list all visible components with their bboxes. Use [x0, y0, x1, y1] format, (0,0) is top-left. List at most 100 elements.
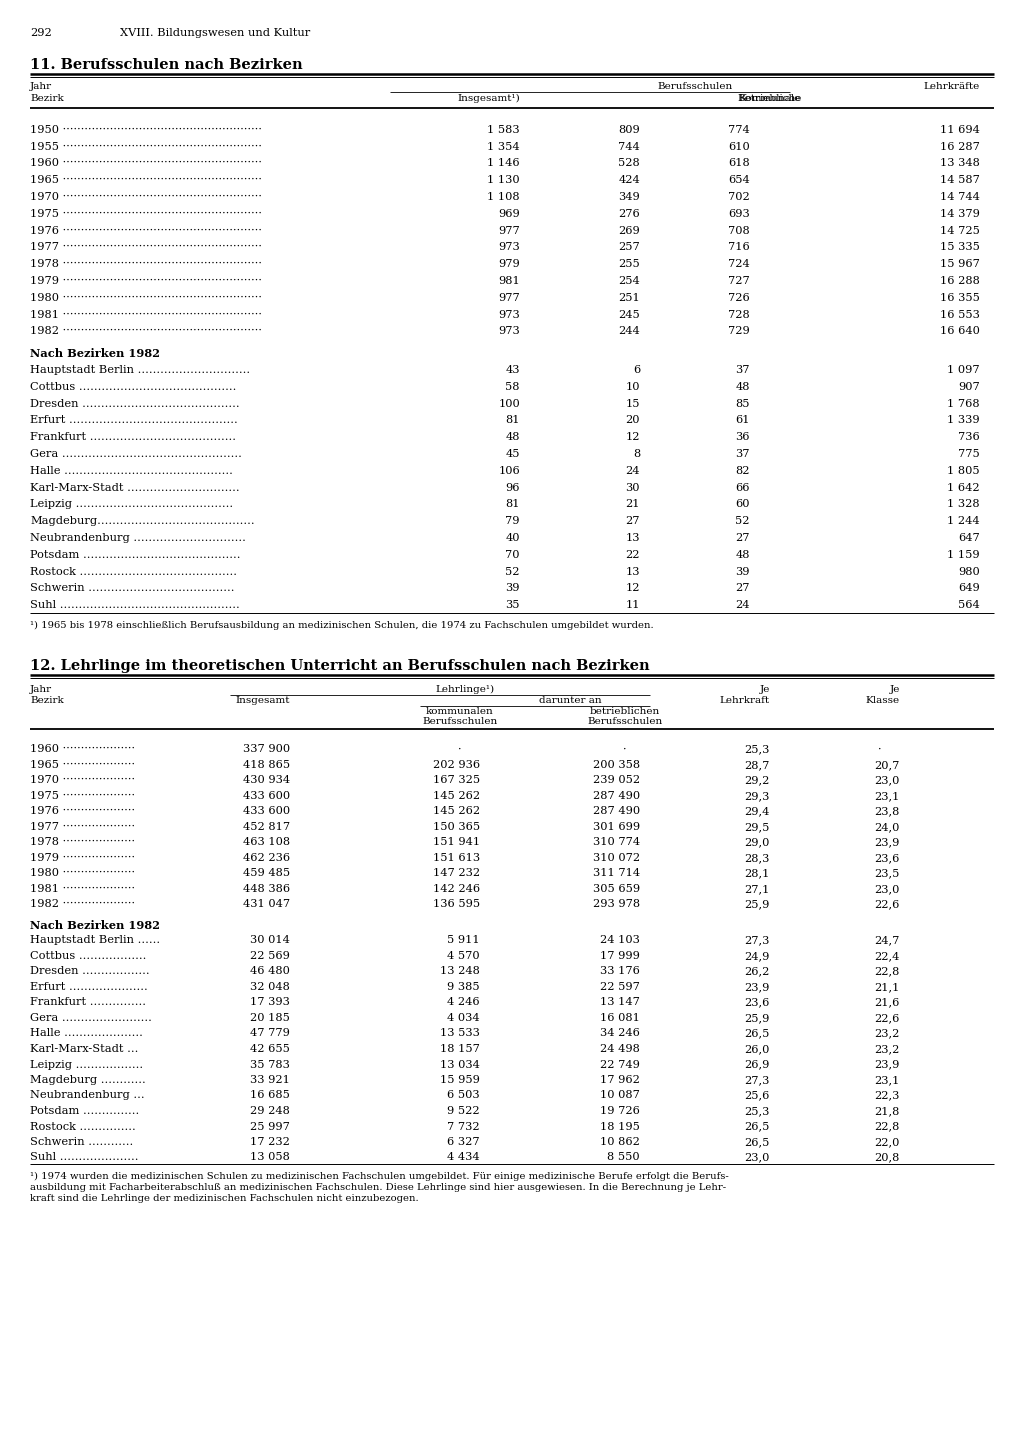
- Text: 17 999: 17 999: [600, 952, 640, 960]
- Text: 4 570: 4 570: [447, 952, 480, 960]
- Text: 17 393: 17 393: [250, 998, 290, 1008]
- Text: Klasse: Klasse: [866, 696, 900, 705]
- Text: 12: 12: [626, 584, 640, 594]
- Text: 12: 12: [626, 433, 640, 443]
- Text: 24,9: 24,9: [744, 952, 770, 960]
- Text: Cottbus ………………: Cottbus ………………: [30, 952, 146, 960]
- Text: 16 685: 16 685: [250, 1090, 290, 1100]
- Text: 26,9: 26,9: [744, 1060, 770, 1070]
- Text: 1 244: 1 244: [947, 516, 980, 526]
- Text: Hauptstadt Berlin …………………………: Hauptstadt Berlin …………………………: [30, 365, 250, 375]
- Text: 4 034: 4 034: [447, 1012, 480, 1022]
- Text: 47 779: 47 779: [250, 1028, 290, 1038]
- Text: Kommunale: Kommunale: [739, 94, 801, 102]
- Text: Frankfurt ……………: Frankfurt ……………: [30, 998, 146, 1008]
- Text: Rostock ……………………………………: Rostock ……………………………………: [30, 567, 237, 577]
- Text: 46 480: 46 480: [250, 966, 290, 976]
- Text: Bezirk: Bezirk: [30, 94, 63, 102]
- Text: 22 749: 22 749: [600, 1060, 640, 1070]
- Text: 18 157: 18 157: [440, 1044, 480, 1054]
- Text: darunter an: darunter an: [539, 696, 601, 705]
- Text: 16 288: 16 288: [940, 275, 980, 286]
- Text: 1 328: 1 328: [947, 499, 980, 509]
- Text: 22,6: 22,6: [874, 900, 900, 910]
- Text: 36: 36: [735, 433, 750, 443]
- Text: 17 232: 17 232: [250, 1136, 290, 1146]
- Text: 1978 ·······················································: 1978 ···································…: [30, 260, 262, 270]
- Text: 22: 22: [626, 549, 640, 559]
- Text: 16 355: 16 355: [940, 293, 980, 303]
- Text: 48: 48: [506, 433, 520, 443]
- Text: 23,8: 23,8: [874, 806, 900, 816]
- Text: 23,2: 23,2: [874, 1044, 900, 1054]
- Text: 24 103: 24 103: [600, 936, 640, 946]
- Text: Lehrkräfte: Lehrkräfte: [924, 82, 980, 91]
- Text: 647: 647: [958, 534, 980, 544]
- Text: 1965 ·······················································: 1965 ···································…: [30, 174, 262, 185]
- Text: 452 817: 452 817: [243, 822, 290, 832]
- Text: 649: 649: [958, 584, 980, 594]
- Text: 430 934: 430 934: [243, 776, 290, 786]
- Text: Insgesamt: Insgesamt: [236, 696, 290, 705]
- Text: Bezirk: Bezirk: [30, 696, 63, 705]
- Text: 716: 716: [728, 242, 750, 252]
- Text: 147 232: 147 232: [433, 868, 480, 878]
- Text: 16 553: 16 553: [940, 310, 980, 320]
- Text: 13: 13: [626, 534, 640, 544]
- Text: 26,5: 26,5: [744, 1028, 770, 1038]
- Text: 433 600: 433 600: [243, 792, 290, 800]
- Text: 27: 27: [735, 534, 750, 544]
- Text: 79: 79: [506, 516, 520, 526]
- Text: 29,0: 29,0: [744, 838, 770, 848]
- Text: 21: 21: [626, 499, 640, 509]
- Text: 34 246: 34 246: [600, 1028, 640, 1038]
- Text: 433 600: 433 600: [243, 806, 290, 816]
- Text: 15: 15: [626, 398, 640, 408]
- Text: 85: 85: [735, 398, 750, 408]
- Text: 52: 52: [506, 567, 520, 577]
- Text: Berufsschulen: Berufsschulen: [657, 82, 732, 91]
- Text: 21,6: 21,6: [874, 998, 900, 1008]
- Text: 12. Lehrlinge im theoretischen Unterricht an Berufsschulen nach Bezirken: 12. Lehrlinge im theoretischen Unterrich…: [30, 659, 649, 673]
- Text: 1978 ····················: 1978 ····················: [30, 838, 135, 848]
- Text: 981: 981: [499, 275, 520, 286]
- Text: Rostock ……………: Rostock ……………: [30, 1122, 136, 1132]
- Text: 1970 ·······················································: 1970 ···································…: [30, 192, 262, 202]
- Text: 18 195: 18 195: [600, 1122, 640, 1132]
- Text: 81: 81: [506, 499, 520, 509]
- Text: 25,6: 25,6: [744, 1090, 770, 1100]
- Text: 60: 60: [735, 499, 750, 509]
- Text: 1 159: 1 159: [947, 549, 980, 559]
- Text: 1980 ····················: 1980 ····················: [30, 868, 135, 878]
- Text: Lehrkraft: Lehrkraft: [720, 696, 770, 705]
- Text: 25,3: 25,3: [744, 744, 770, 754]
- Text: 23,6: 23,6: [744, 998, 770, 1008]
- Text: 736: 736: [958, 433, 980, 443]
- Text: 29,4: 29,4: [744, 806, 770, 816]
- Text: 33 176: 33 176: [600, 966, 640, 976]
- Text: Berufsschulen: Berufsschulen: [422, 717, 498, 725]
- Text: XVIII. Bildungswesen und Kultur: XVIII. Bildungswesen und Kultur: [120, 27, 310, 37]
- Text: 48: 48: [735, 549, 750, 559]
- Text: 23,0: 23,0: [744, 1152, 770, 1162]
- Text: 463 108: 463 108: [243, 838, 290, 848]
- Text: 200 358: 200 358: [593, 760, 640, 770]
- Text: 1975 ····················: 1975 ····················: [30, 792, 135, 800]
- Text: ·: ·: [458, 744, 462, 754]
- Text: Cottbus ……………………………………: Cottbus ……………………………………: [30, 382, 237, 392]
- Text: 24: 24: [626, 466, 640, 476]
- Text: 8: 8: [633, 448, 640, 459]
- Text: 977: 977: [499, 225, 520, 235]
- Text: 20 185: 20 185: [250, 1012, 290, 1022]
- Text: 30 014: 30 014: [250, 936, 290, 946]
- Text: 1976 ·······················································: 1976 ···································…: [30, 225, 262, 235]
- Text: 13 147: 13 147: [600, 998, 640, 1008]
- Text: 21,1: 21,1: [874, 982, 900, 992]
- Text: 45: 45: [506, 448, 520, 459]
- Text: 16 287: 16 287: [940, 141, 980, 151]
- Text: 310 774: 310 774: [593, 838, 640, 848]
- Text: Erfurt ………………………………………: Erfurt ………………………………………: [30, 415, 238, 425]
- Text: 16 081: 16 081: [600, 1012, 640, 1022]
- Text: 459 485: 459 485: [243, 868, 290, 878]
- Text: 239 052: 239 052: [593, 776, 640, 786]
